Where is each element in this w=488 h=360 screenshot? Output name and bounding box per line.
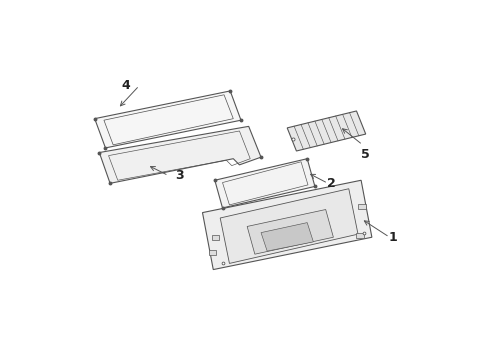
Text: 3: 3 [175,169,183,182]
Polygon shape [246,210,333,254]
Text: 1: 1 [387,231,396,244]
Polygon shape [95,91,241,148]
Polygon shape [214,159,314,208]
Polygon shape [208,250,216,255]
Polygon shape [261,222,313,251]
Polygon shape [356,233,364,238]
Polygon shape [220,189,357,264]
Polygon shape [99,126,261,183]
Text: 2: 2 [326,177,335,190]
Text: 4: 4 [121,79,130,92]
Polygon shape [357,204,365,209]
Polygon shape [211,235,219,239]
Polygon shape [286,111,365,151]
Polygon shape [202,180,371,270]
Text: 5: 5 [361,148,369,161]
